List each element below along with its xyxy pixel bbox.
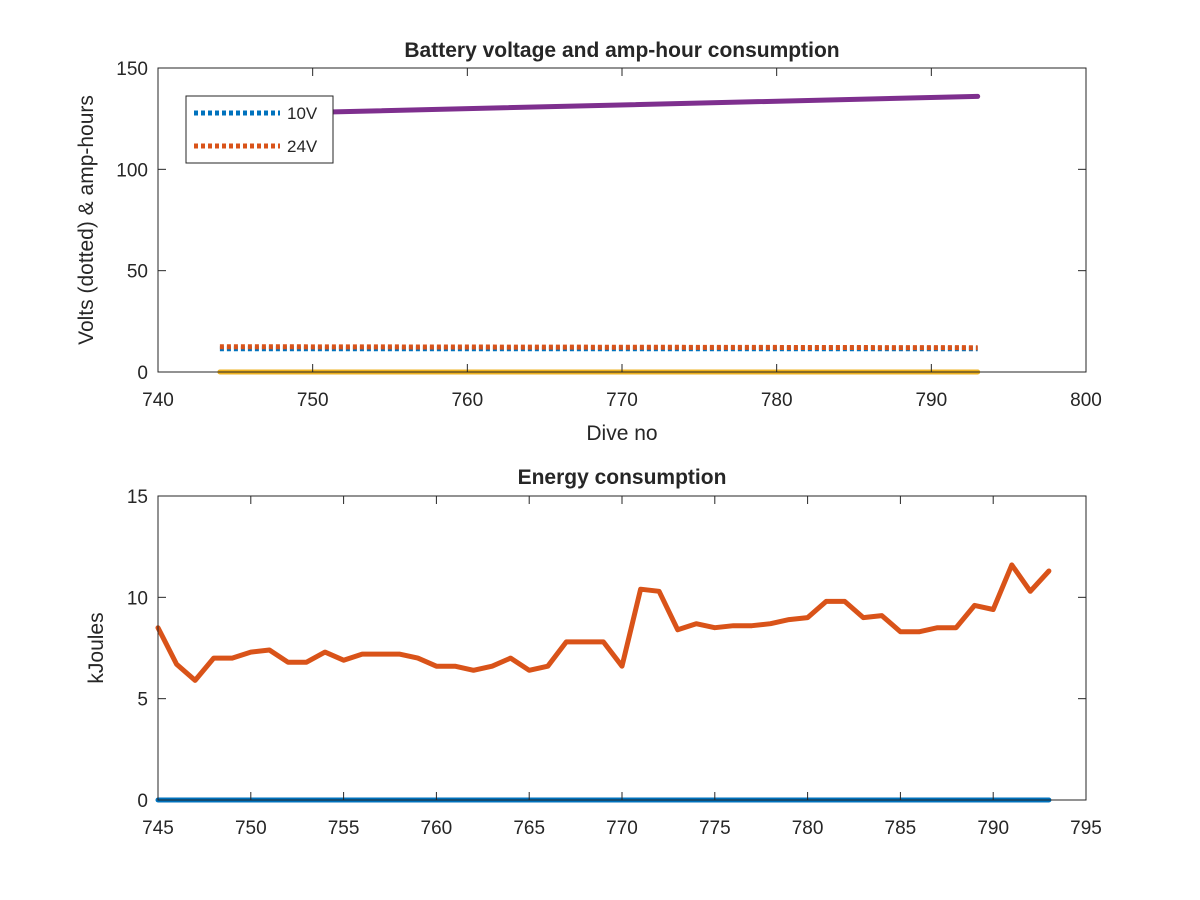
bottom-y-axis-label: kJoules: [85, 612, 108, 683]
bottom-x-tick-label: 765: [513, 818, 545, 839]
bottom-y-tick-label: 0: [137, 791, 148, 812]
top-x-tick-label: 770: [606, 390, 638, 411]
top-x-axis-label: Dive no: [586, 422, 657, 445]
top-y-tick-label: 0: [137, 363, 148, 384]
top-x-tick-label: 790: [915, 390, 947, 411]
bottom-series-line-1: [155, 562, 1052, 683]
bottom-x-tick-label: 760: [421, 818, 453, 839]
top-x-tick-label: 800: [1070, 390, 1102, 411]
top-series-line-24v: [219, 344, 978, 351]
legend-box: [185, 95, 334, 164]
top-y-tick-label: 50: [127, 262, 148, 283]
bottom-x-tick-label: 785: [885, 818, 917, 839]
bottom-x-tick-label: 795: [1070, 818, 1102, 839]
legend: 10V 24V: [185, 95, 334, 164]
top-x-tick-label: 780: [761, 390, 793, 411]
top-axes-ticks: 740 750 760 770 780 790 800 0 50 100 150: [116, 59, 1102, 411]
legend-label-24v: 24V: [287, 137, 318, 156]
bottom-chart-title: Energy consumption: [518, 466, 727, 489]
top-chart-title: Battery voltage and amp-hour consumption: [404, 39, 839, 62]
top-axes: 740 750 760 770 780 790 800 0 50 100 150 Battery v…: [75, 39, 1102, 445]
top-x-tick-label: 740: [142, 390, 174, 411]
top-x-tick-label: 760: [451, 390, 483, 411]
top-y-tick-label: 150: [116, 59, 148, 80]
top-x-tick-label: 750: [297, 390, 329, 411]
bottom-x-tick-label: 780: [792, 818, 824, 839]
bottom-x-tick-label: 755: [328, 818, 360, 839]
top-y-tick-label: 100: [116, 160, 148, 181]
top-series-line-3: [217, 93, 981, 118]
bottom-axes-ticks: 745 750 755 760 765 770 775 780 785 790 795 0 5 10 15: [127, 487, 1102, 839]
bottom-y-tick-label: 5: [137, 690, 148, 711]
bottom-axes: 745 750 755 760 765 770 775 780 785 790 795051015 …: [85, 466, 1102, 839]
bottom-x-tick-label: 775: [699, 818, 731, 839]
bottom-x-tick-label: 790: [977, 818, 1009, 839]
bottom-x-tick-label: 770: [606, 818, 638, 839]
top-y-axis-label: Volts (dotted) & amp-hours: [75, 95, 98, 345]
bottom-y-tick-label: 10: [127, 588, 148, 609]
bottom-x-tick-label: 745: [142, 818, 174, 839]
legend-label-10v: 10V: [287, 104, 318, 123]
bottom-y-tick-label: 15: [127, 487, 148, 508]
bottom-x-tick-label: 750: [235, 818, 267, 839]
